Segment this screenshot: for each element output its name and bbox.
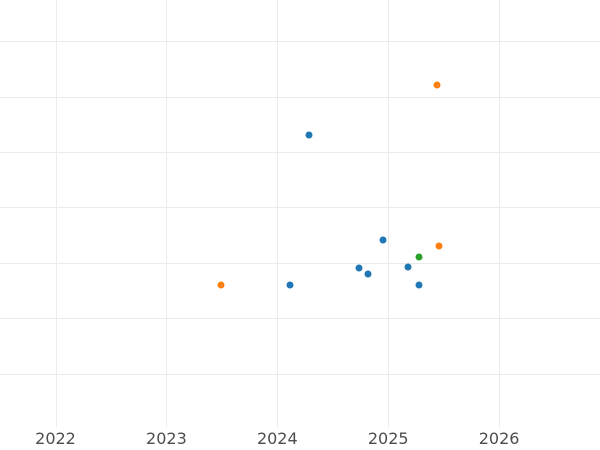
plot-area [0, 0, 600, 427]
data-point-orange-series [435, 242, 443, 250]
x-tick-label: 2023 [146, 429, 187, 448]
data-point-blue-series [286, 281, 293, 288]
x-tick-label: 2022 [35, 429, 76, 448]
y-gridline [0, 318, 600, 320]
data-point-blue-series [404, 263, 412, 271]
y-gridline [0, 373, 600, 375]
x-tick-label: 2025 [367, 429, 409, 448]
x-axis: 2022 2023 2024 2025 2026 [0, 427, 600, 450]
x-tick-label: 2026 [478, 429, 520, 448]
x-tick-label: 2024 [256, 429, 298, 448]
y-gridline [0, 151, 600, 153]
data-point-orange-series [433, 81, 441, 89]
y-gridline [0, 41, 600, 42]
data-point-blue-series [364, 270, 372, 278]
x-gridline [388, 0, 390, 427]
y-gridline [0, 262, 600, 264]
data-point-blue-series [379, 236, 387, 244]
y-gridline [0, 96, 600, 98]
data-point-green-series [415, 253, 423, 261]
data-point-blue-series [355, 264, 363, 272]
x-gridline [166, 0, 168, 427]
y-gridline [0, 207, 600, 209]
data-point-orange-series [217, 281, 225, 288]
data-point-blue-series [415, 281, 423, 288]
x-gridline [55, 0, 57, 427]
x-gridline [499, 0, 501, 427]
data-point-blue-series [305, 131, 313, 139]
x-gridline [277, 0, 279, 427]
